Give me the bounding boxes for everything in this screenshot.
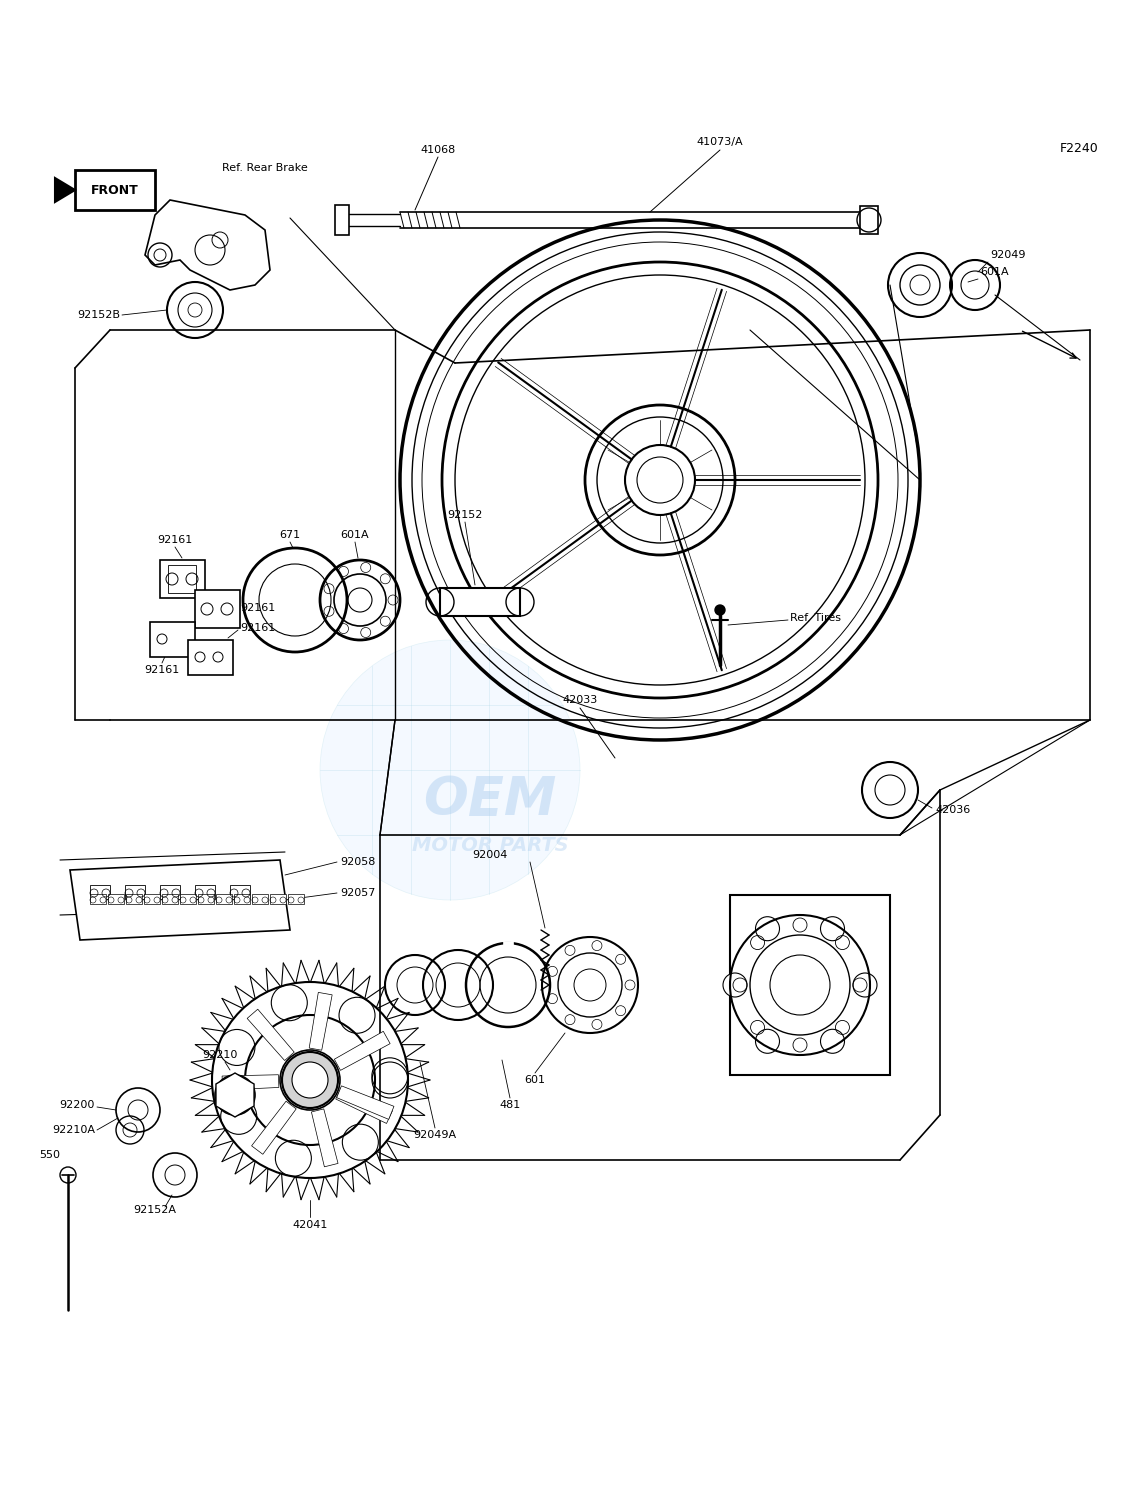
Circle shape <box>282 1052 338 1108</box>
Text: 92161: 92161 <box>157 534 193 545</box>
Text: 550: 550 <box>39 1150 60 1160</box>
Polygon shape <box>222 1075 279 1090</box>
Bar <box>75 170 155 210</box>
Text: 671: 671 <box>279 530 301 540</box>
Bar <box>195 590 240 627</box>
Text: 92152: 92152 <box>448 510 482 519</box>
Circle shape <box>292 1063 328 1099</box>
Text: 92049A: 92049A <box>413 1130 457 1139</box>
Bar <box>160 886 180 899</box>
Text: 601A: 601A <box>980 267 1009 278</box>
Polygon shape <box>55 179 75 203</box>
Bar <box>197 895 214 904</box>
Polygon shape <box>336 1085 394 1120</box>
Bar <box>126 895 142 904</box>
Text: 92057: 92057 <box>340 889 375 898</box>
Text: 42036: 42036 <box>934 805 970 815</box>
Polygon shape <box>311 1109 338 1166</box>
Bar <box>234 895 250 904</box>
Bar <box>503 941 513 947</box>
Bar <box>188 639 233 675</box>
Bar <box>270 895 286 904</box>
Bar <box>216 895 232 904</box>
Bar <box>253 895 267 904</box>
Text: 481: 481 <box>499 1100 521 1111</box>
Text: FRONT: FRONT <box>91 183 139 197</box>
Bar <box>125 886 145 899</box>
Text: 92152B: 92152B <box>77 311 121 320</box>
Bar <box>150 621 195 657</box>
Circle shape <box>853 973 877 997</box>
Text: 92004: 92004 <box>472 850 507 860</box>
Bar <box>168 564 196 593</box>
Bar <box>440 588 520 615</box>
Text: 92200: 92200 <box>60 1100 95 1111</box>
Text: 92058: 92058 <box>340 857 375 868</box>
Polygon shape <box>247 1009 294 1061</box>
Text: 42041: 42041 <box>293 1220 327 1229</box>
Circle shape <box>755 1030 779 1054</box>
Text: OEM: OEM <box>424 775 557 826</box>
Text: 601: 601 <box>525 1075 545 1085</box>
Bar <box>195 886 215 899</box>
Bar <box>108 895 124 904</box>
Text: 41073/A: 41073/A <box>697 137 743 147</box>
Bar <box>860 206 878 234</box>
Text: F2240: F2240 <box>1060 141 1099 155</box>
Text: 92152A: 92152A <box>133 1205 177 1214</box>
Polygon shape <box>145 200 270 290</box>
Bar <box>162 895 178 904</box>
Bar <box>230 886 250 899</box>
Polygon shape <box>309 992 332 1051</box>
Text: MOTOR PARTS: MOTOR PARTS <box>412 836 568 854</box>
Bar <box>160 560 205 597</box>
Text: Ref. Rear Brake: Ref. Rear Brake <box>222 164 308 173</box>
Polygon shape <box>216 1073 254 1117</box>
Text: 92210: 92210 <box>202 1051 238 1060</box>
Bar <box>730 895 890 1075</box>
Bar <box>288 895 304 904</box>
Polygon shape <box>335 1088 393 1123</box>
Polygon shape <box>70 860 290 940</box>
Text: 92161: 92161 <box>145 665 179 675</box>
Text: 42033: 42033 <box>563 695 598 705</box>
Polygon shape <box>251 1102 296 1154</box>
Circle shape <box>320 639 580 901</box>
Bar <box>90 886 110 899</box>
Text: 92161: 92161 <box>240 623 276 633</box>
Circle shape <box>821 917 845 941</box>
Circle shape <box>821 1030 845 1054</box>
Text: 601A: 601A <box>341 530 370 540</box>
Text: Ref. Tires: Ref. Tires <box>790 612 841 623</box>
Text: 92161: 92161 <box>240 603 276 612</box>
Bar <box>144 895 160 904</box>
Text: 41068: 41068 <box>420 146 456 155</box>
Text: 92049: 92049 <box>990 251 1025 260</box>
Bar <box>335 206 349 236</box>
Bar <box>180 895 196 904</box>
Text: 92210A: 92210A <box>52 1126 95 1135</box>
Circle shape <box>715 605 726 615</box>
Bar <box>90 895 106 904</box>
Circle shape <box>723 973 747 997</box>
Circle shape <box>755 917 779 941</box>
Polygon shape <box>334 1031 390 1070</box>
